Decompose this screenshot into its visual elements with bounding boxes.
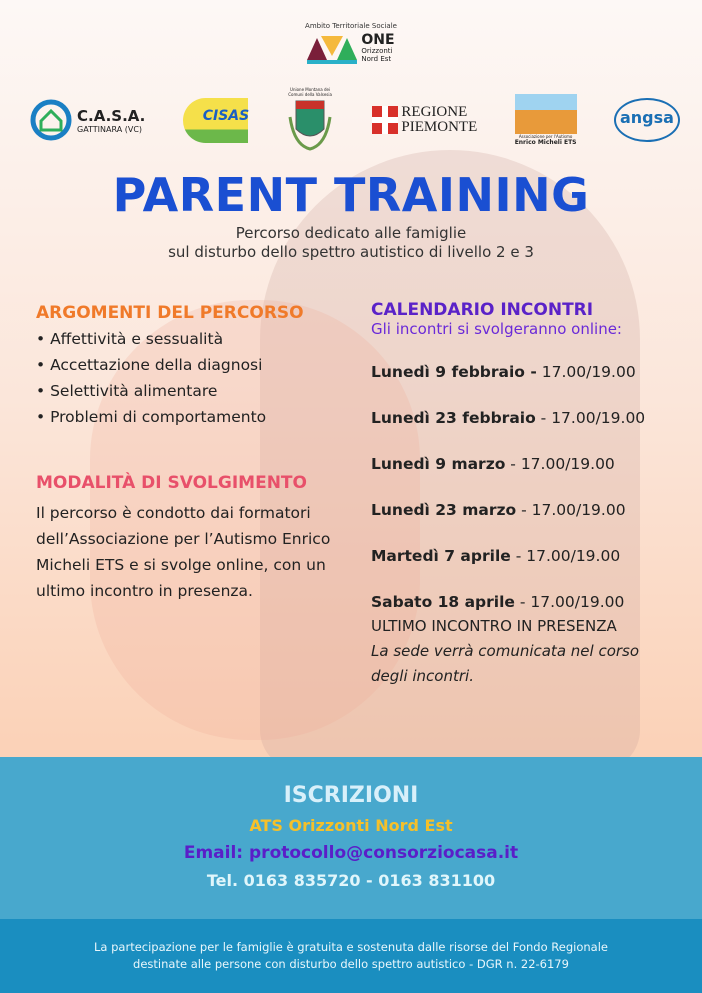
signup-heading: ISCRIZIONI [283, 783, 419, 808]
logo-unione-montana: Unione Montana dei Comuni della Valsesia [285, 87, 335, 154]
ats-logo-icon [307, 36, 358, 64]
calendar-section: CALENDARIO INCONTRI Gli incontri si svol… [371, 300, 671, 689]
background-photo-parent [260, 150, 640, 770]
venue-note: La sede verrà comunicata nel corso degli… [371, 642, 640, 685]
signup-section: ISCRIZIONI ATS Orizzonti Nord Est Email:… [0, 757, 702, 919]
background-photo-child [90, 300, 420, 740]
calendar-date: Sabato 18 aprile - 17.00/19.00 [371, 593, 625, 611]
calendar-date: Lunedì 9 marzo - 17.00/19.00 [371, 455, 615, 473]
logo-angsa: angsa [613, 98, 680, 142]
signup-email[interactable]: Email: protocollo@consorziocasa.it [183, 843, 519, 863]
page-title: PARENT TRAINING [112, 168, 590, 222]
topic-item: • Affettività e sessualità [36, 330, 224, 348]
calendar-date: Martedì 7 aprile - 17.00/19.00 [371, 547, 621, 565]
mode-section: MODALITÀ DI SVOLGIMENTO Il percorso è co… [36, 470, 336, 604]
mode-heading: MODALITÀ DI SVOLGIMENTO [36, 473, 307, 493]
calendar-date: Lunedì 9 febbraio - 17.00/19.00 [371, 363, 636, 381]
piemonte-flag-icon [372, 106, 399, 134]
logo-enrico-micheli: Associazione per l'Autismo Enrico Michel… [514, 94, 577, 146]
logo-cisas: CISAS [182, 97, 249, 143]
subtitle: Percorso dedicato alle famiglie sul dist… [168, 224, 534, 261]
casa-house-icon [30, 99, 72, 141]
logo-regione-piemonte: REGIONE PIEMONTE [372, 105, 477, 135]
partner-logos: C.A.S.A. GATTINARA (VC) CISAS Unione Mont… [30, 85, 680, 155]
topics-heading: ARGOMENTI DEL PERCORSO [36, 303, 304, 323]
calendar-intro: Gli incontri si svolgeranno online: [371, 320, 622, 338]
ats-logo: Ambito Territoriale Sociale ONE Orizzont… [305, 22, 397, 64]
topic-item: • Accettazione della diagnosi [36, 356, 263, 374]
topic-item: • Problemi di comportamento [36, 408, 267, 426]
signup-phone: Tel. 0163 835720 - 0163 831100 [206, 871, 496, 890]
mode-text: Il percorso è condotto dai formatori del… [36, 504, 331, 600]
calendar-date: Lunedì 23 marzo - 17.00/19.00 [371, 501, 626, 519]
footer-note: La partecipazione per le famiglie è grat… [0, 919, 702, 993]
coat-of-arms-icon [288, 100, 332, 151]
topic-item: • Selettività alimentare [36, 382, 218, 400]
logo-casa: C.A.S.A. GATTINARA (VC) [30, 99, 145, 141]
last-meeting-note: ULTIMO INCONTRO IN PRESENZA [371, 617, 617, 635]
fence-illustration-icon [514, 94, 577, 134]
topics-section: ARGOMENTI DEL PERCORSO • Affettività e s… [36, 300, 346, 430]
signup-org: ATS Orizzonti Nord Est [249, 816, 453, 835]
calendar-heading: CALENDARIO INCONTRI [371, 300, 594, 320]
calendar-date: Lunedì 23 febbraio - 17.00/19.00 [371, 409, 646, 427]
